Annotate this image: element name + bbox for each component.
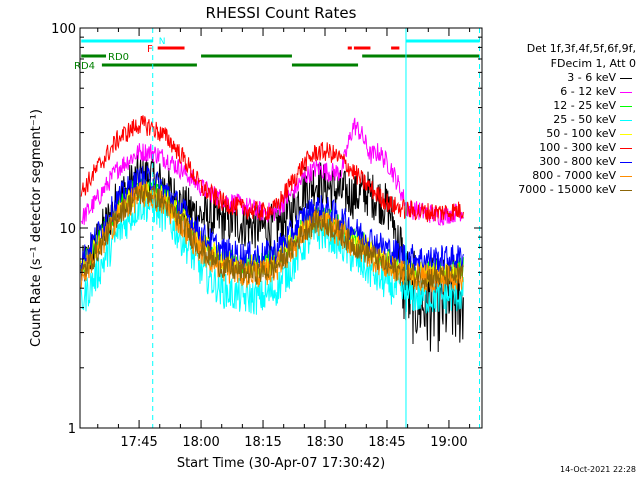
- legend-label: 3 - 6 keV: [567, 71, 616, 84]
- x-tick-label: 18:00: [182, 435, 219, 450]
- series-line-9: [80, 183, 464, 289]
- y-tick-label: 100: [51, 22, 76, 37]
- y-axis-label: Count Rate (s⁻¹ detector segment⁻¹): [29, 109, 44, 347]
- legend-swatch: [620, 77, 632, 79]
- legend-swatch: [620, 175, 632, 177]
- legend-label: 50 - 100 keV: [546, 127, 616, 140]
- footer-timestamp: 14-Oct-2021 22:28: [560, 465, 636, 474]
- legend-entry: 3 - 6 keV: [478, 71, 636, 85]
- chart-title: RHESSI Count Rates: [206, 4, 357, 22]
- legend-label: 300 - 800 keV: [539, 155, 616, 168]
- flag-label-n: N: [159, 37, 166, 47]
- series-line-6: [80, 115, 464, 223]
- x-tick-label: 18:45: [368, 435, 405, 450]
- legend-entry: 25 - 50 keV: [478, 113, 636, 127]
- flag-label-rd0: RD0: [108, 52, 129, 63]
- legend-entry: 12 - 25 keV: [478, 99, 636, 113]
- legend-swatch: [620, 105, 632, 107]
- legend-header-line-2: FDecim 1, Att 0: [550, 57, 636, 70]
- legend-entry: 300 - 800 keV: [478, 155, 636, 169]
- flag-label-rd4: RD4: [74, 61, 95, 72]
- axes: 1 10 100 17:45 18:00 18:15 18:30 18:45 19:00: [51, 22, 483, 450]
- x-axis-label: Start Time (30-Apr-07 17:30:42): [177, 456, 385, 471]
- y-tick-label: 10: [59, 222, 76, 237]
- y-tick-label: 1: [68, 422, 76, 437]
- legend-entries: 3 - 6 keV 6 - 12 keV 12 - 25 keV 25 - 50 ke…: [478, 71, 636, 197]
- x-tick-label: 19:00: [430, 435, 467, 450]
- data-series: [80, 115, 464, 353]
- legend-entry: 6 - 12 keV: [478, 85, 636, 99]
- legend-entry: 100 - 300 keV: [478, 141, 636, 155]
- legend-swatch: [620, 91, 632, 93]
- legend-label: 25 - 50 keV: [553, 113, 616, 126]
- legend-entry: 7000 - 15000 keV: [478, 183, 636, 197]
- x-tick-label: 18:15: [244, 435, 281, 450]
- legend-entry: 50 - 100 keV: [478, 127, 636, 141]
- legend-label: 800 - 7000 keV: [532, 169, 616, 182]
- legend-swatch: [620, 133, 632, 135]
- legend: Det 1f,3f,4f,5f,6f,9f, FDecim 1, Att 0 3…: [478, 41, 636, 197]
- x-tick-label: 18:30: [306, 435, 343, 450]
- legend-label: 7000 - 15000 keV: [518, 183, 616, 196]
- legend-label: 100 - 300 keV: [539, 141, 616, 154]
- flag-label-f: F: [147, 44, 153, 55]
- legend-label: 6 - 12 keV: [560, 85, 616, 98]
- legend-swatch: [620, 119, 632, 121]
- legend-swatch: [620, 147, 632, 149]
- legend-swatch: [620, 161, 632, 163]
- legend-swatch: [620, 189, 632, 191]
- legend-header-line-1: Det 1f,3f,4f,5f,6f,9f,: [526, 42, 636, 55]
- legend-entry: 800 - 7000 keV: [478, 169, 636, 183]
- x-tick-label: 17:45: [120, 435, 157, 450]
- legend-label: 12 - 25 keV: [553, 99, 616, 112]
- flag-bars: F RD0 RD4 N: [74, 37, 480, 72]
